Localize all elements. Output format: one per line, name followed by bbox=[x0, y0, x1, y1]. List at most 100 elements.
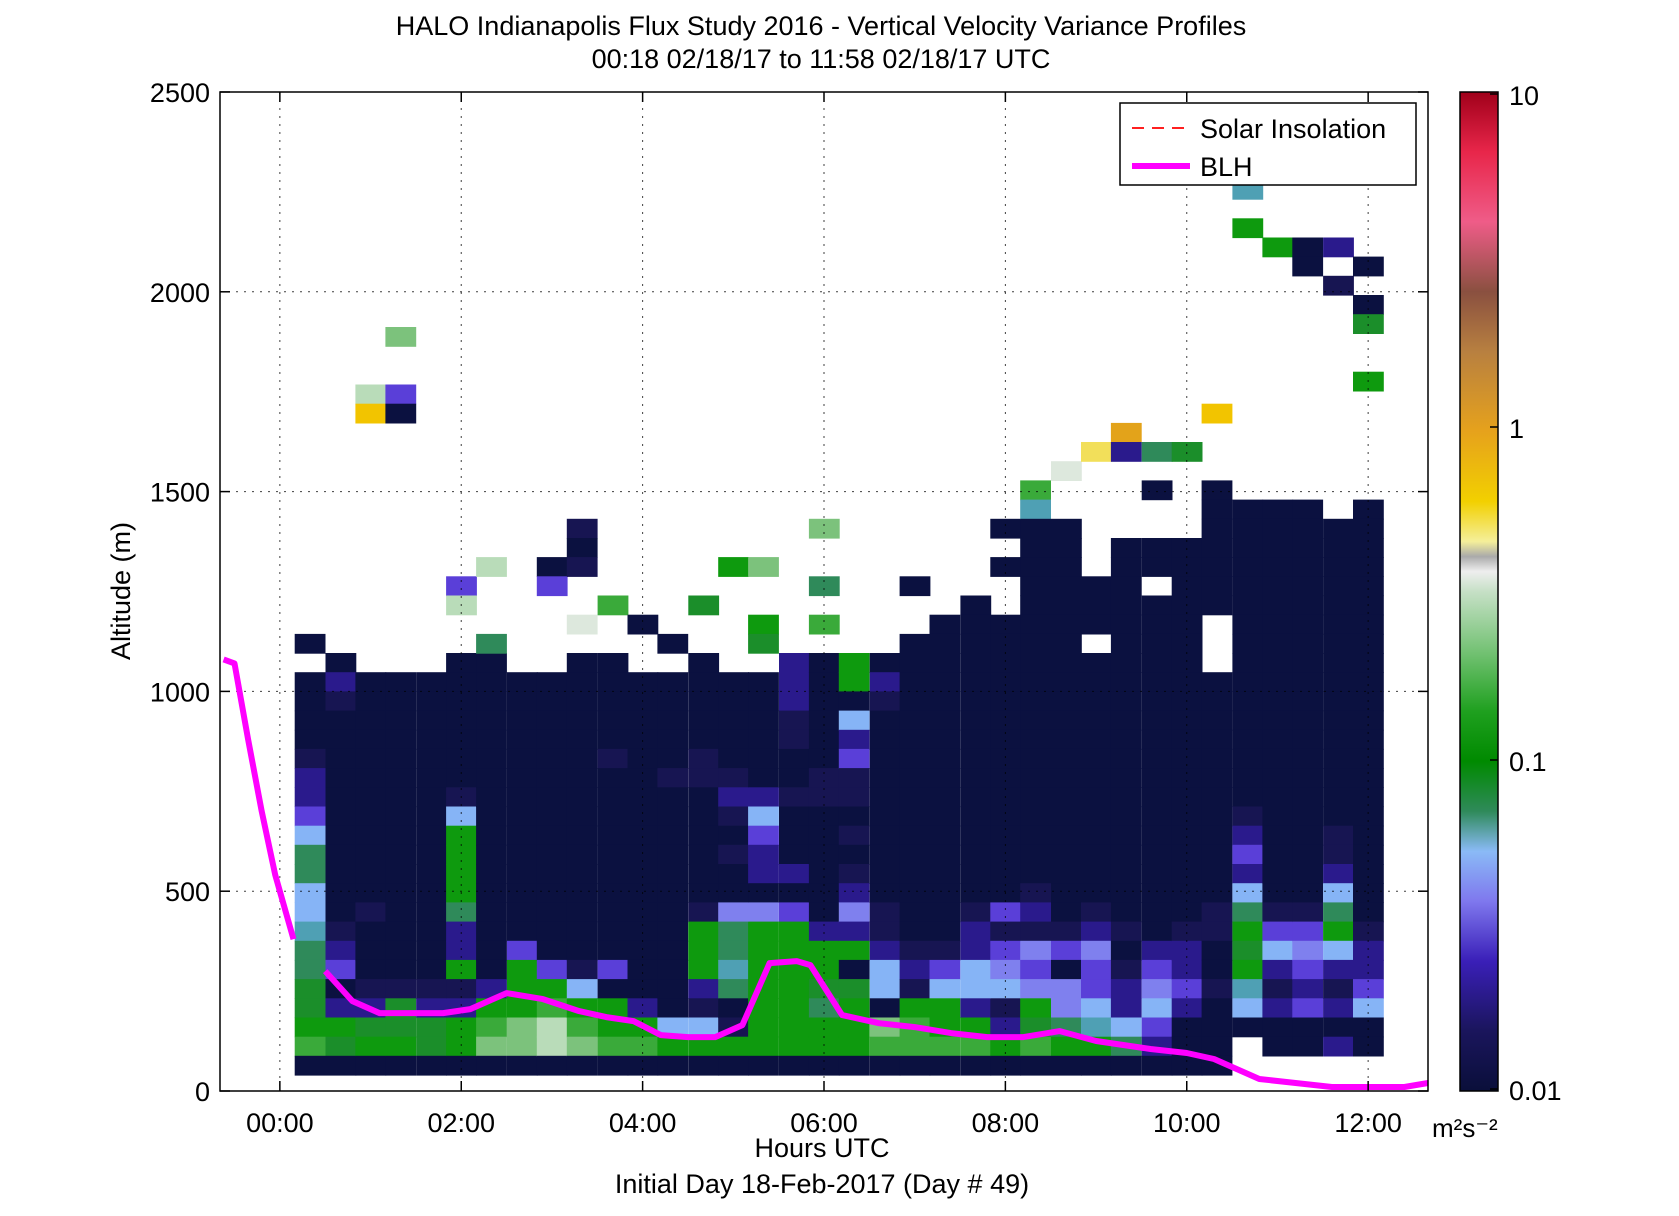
heatmap-cell bbox=[355, 691, 387, 712]
heatmap-cell bbox=[960, 902, 992, 923]
heatmap-cell bbox=[779, 844, 810, 865]
heatmap-cell bbox=[688, 787, 720, 808]
heatmap-cell bbox=[1292, 576, 1324, 597]
heatmap-cell bbox=[1292, 672, 1324, 692]
heatmap-cell bbox=[294, 748, 326, 769]
heatmap-cell bbox=[960, 825, 992, 846]
heatmap-cell bbox=[899, 787, 931, 808]
heatmap-cell bbox=[838, 672, 870, 692]
heatmap-cell bbox=[536, 576, 568, 597]
heatmap-cell bbox=[1020, 787, 1051, 808]
heatmap-cell bbox=[1141, 825, 1173, 846]
heatmap-cell bbox=[1171, 633, 1203, 654]
heatmap-cell bbox=[1201, 998, 1233, 1019]
heatmap-cell bbox=[446, 844, 477, 865]
x-tick-label: 00:00 bbox=[246, 1108, 314, 1138]
heatmap-cell bbox=[718, 787, 749, 808]
heatmap-cell bbox=[1323, 729, 1354, 750]
heatmap-cell bbox=[1323, 921, 1354, 942]
heatmap-cell bbox=[1081, 844, 1112, 865]
heatmap-cell bbox=[657, 672, 689, 692]
heatmap-cell bbox=[1081, 979, 1112, 999]
heatmap-cell bbox=[779, 940, 810, 961]
heatmap-cell bbox=[1292, 1017, 1324, 1038]
heatmap-cell bbox=[325, 710, 357, 731]
heatmap-cell bbox=[869, 653, 901, 673]
heatmap-cell bbox=[325, 1055, 357, 1076]
heatmap-cell bbox=[1323, 902, 1354, 923]
heatmap-cell bbox=[627, 729, 659, 750]
heatmap-cell bbox=[385, 940, 417, 961]
heatmap-cell bbox=[1353, 940, 1384, 961]
heatmap-cell bbox=[688, 864, 720, 884]
heatmap-cell bbox=[1171, 864, 1203, 884]
heatmap-cell bbox=[385, 959, 417, 980]
heatmap-cell bbox=[597, 729, 629, 750]
heatmap-cell bbox=[385, 748, 417, 769]
heatmap-cell bbox=[355, 825, 387, 846]
heatmap-cell bbox=[385, 672, 417, 692]
heatmap-cell bbox=[899, 633, 931, 654]
heatmap-cell bbox=[1171, 538, 1203, 558]
heatmap-cell bbox=[1141, 557, 1173, 577]
heatmap-cell bbox=[446, 825, 477, 846]
heatmap-cell bbox=[657, 787, 689, 808]
heatmap-cell bbox=[1262, 499, 1294, 520]
heatmap-cell bbox=[1353, 672, 1384, 692]
heatmap-cell bbox=[1323, 275, 1354, 296]
heatmap-cell bbox=[1201, 557, 1233, 577]
heatmap-cell bbox=[536, 691, 568, 712]
heatmap-cell bbox=[1262, 1036, 1294, 1057]
heatmap-cell bbox=[779, 1036, 810, 1057]
heatmap-cell bbox=[1353, 729, 1384, 750]
heatmap-cell bbox=[1292, 864, 1324, 884]
heatmap-cell bbox=[325, 825, 357, 846]
heatmap-cell bbox=[294, 940, 326, 961]
heatmap-cell bbox=[748, 806, 779, 827]
heatmap-cell bbox=[476, 1036, 507, 1057]
heatmap-cell bbox=[1141, 844, 1173, 865]
heatmap-cell bbox=[1141, 748, 1173, 769]
heatmap-cell bbox=[990, 844, 1022, 865]
heatmap-cell bbox=[1020, 672, 1051, 692]
heatmap-cell bbox=[899, 1036, 931, 1057]
heatmap-cell bbox=[1232, 1017, 1264, 1038]
heatmap-cell bbox=[294, 1055, 326, 1076]
heatmap-cell bbox=[597, 864, 629, 884]
heatmap-cell bbox=[1171, 998, 1203, 1019]
heatmap-cell bbox=[688, 748, 720, 769]
heatmap-cell bbox=[1020, 633, 1051, 654]
heatmap-cell bbox=[1262, 672, 1294, 692]
heatmap-cell bbox=[1081, 940, 1112, 961]
heatmap-cell bbox=[294, 806, 326, 827]
heatmap-cell bbox=[597, 902, 629, 923]
heatmap-cell bbox=[627, 844, 659, 865]
heatmap-cell bbox=[1051, 672, 1082, 692]
heatmap-cell bbox=[355, 864, 387, 884]
heatmap-cell bbox=[416, 959, 447, 980]
heatmap-cell bbox=[748, 729, 779, 750]
heatmap-cell bbox=[929, 729, 961, 750]
heatmap-cell bbox=[536, 844, 568, 865]
heatmap-cell bbox=[688, 1036, 720, 1057]
heatmap-cell bbox=[294, 787, 326, 808]
heatmap-cell bbox=[1081, 825, 1112, 846]
heatmap-cell bbox=[476, 633, 507, 654]
heatmap-cell bbox=[929, 768, 961, 788]
heatmap-cell bbox=[627, 998, 659, 1019]
heatmap-cell bbox=[1171, 710, 1203, 731]
heatmap-cell bbox=[1141, 864, 1173, 884]
heatmap-cell bbox=[1051, 998, 1082, 1019]
heatmap-cell bbox=[416, 748, 447, 769]
heatmap-cell bbox=[597, 1036, 629, 1057]
heatmap-cell bbox=[718, 557, 749, 577]
heatmap-cell bbox=[869, 825, 901, 846]
heatmap-cell bbox=[1051, 633, 1082, 654]
heatmap-cell bbox=[838, 902, 870, 923]
heatmap-cell bbox=[355, 384, 387, 405]
heatmap-cell bbox=[566, 518, 598, 539]
heatmap-cell bbox=[1141, 1055, 1173, 1076]
heatmap-cell bbox=[325, 940, 357, 961]
heatmap-cell bbox=[748, 1017, 779, 1038]
heatmap-cell bbox=[1353, 998, 1384, 1019]
